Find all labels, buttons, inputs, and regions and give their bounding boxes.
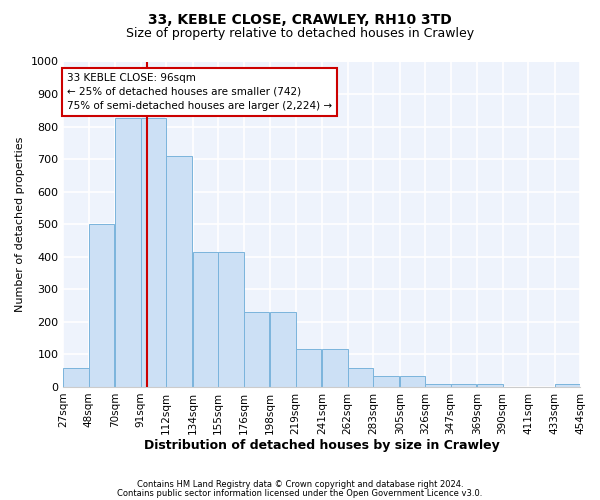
Text: 33, KEBLE CLOSE, CRAWLEY, RH10 3TD: 33, KEBLE CLOSE, CRAWLEY, RH10 3TD <box>148 12 452 26</box>
Bar <box>166 156 191 387</box>
Text: Contains public sector information licensed under the Open Government Licence v3: Contains public sector information licen… <box>118 488 482 498</box>
Text: 33 KEBLE CLOSE: 96sqm
← 25% of detached houses are smaller (742)
75% of semi-det: 33 KEBLE CLOSE: 96sqm ← 25% of detached … <box>67 73 332 111</box>
Bar <box>115 118 141 387</box>
Bar <box>296 348 321 387</box>
Bar <box>451 384 476 387</box>
X-axis label: Distribution of detached houses by size in Crawley: Distribution of detached houses by size … <box>144 440 500 452</box>
Text: Contains HM Land Registry data © Crown copyright and database right 2024.: Contains HM Land Registry data © Crown c… <box>137 480 463 489</box>
Bar <box>270 312 296 387</box>
Bar <box>477 384 503 387</box>
Bar <box>64 368 89 387</box>
Bar <box>193 252 218 387</box>
Bar <box>322 348 348 387</box>
Bar <box>244 312 269 387</box>
Text: Size of property relative to detached houses in Crawley: Size of property relative to detached ho… <box>126 28 474 40</box>
Bar <box>400 376 425 387</box>
Bar <box>218 252 244 387</box>
Bar <box>425 384 451 387</box>
Bar <box>348 368 373 387</box>
Y-axis label: Number of detached properties: Number of detached properties <box>15 136 25 312</box>
Bar <box>141 118 166 387</box>
Bar <box>89 224 114 387</box>
Bar <box>373 376 398 387</box>
Bar <box>554 384 580 387</box>
